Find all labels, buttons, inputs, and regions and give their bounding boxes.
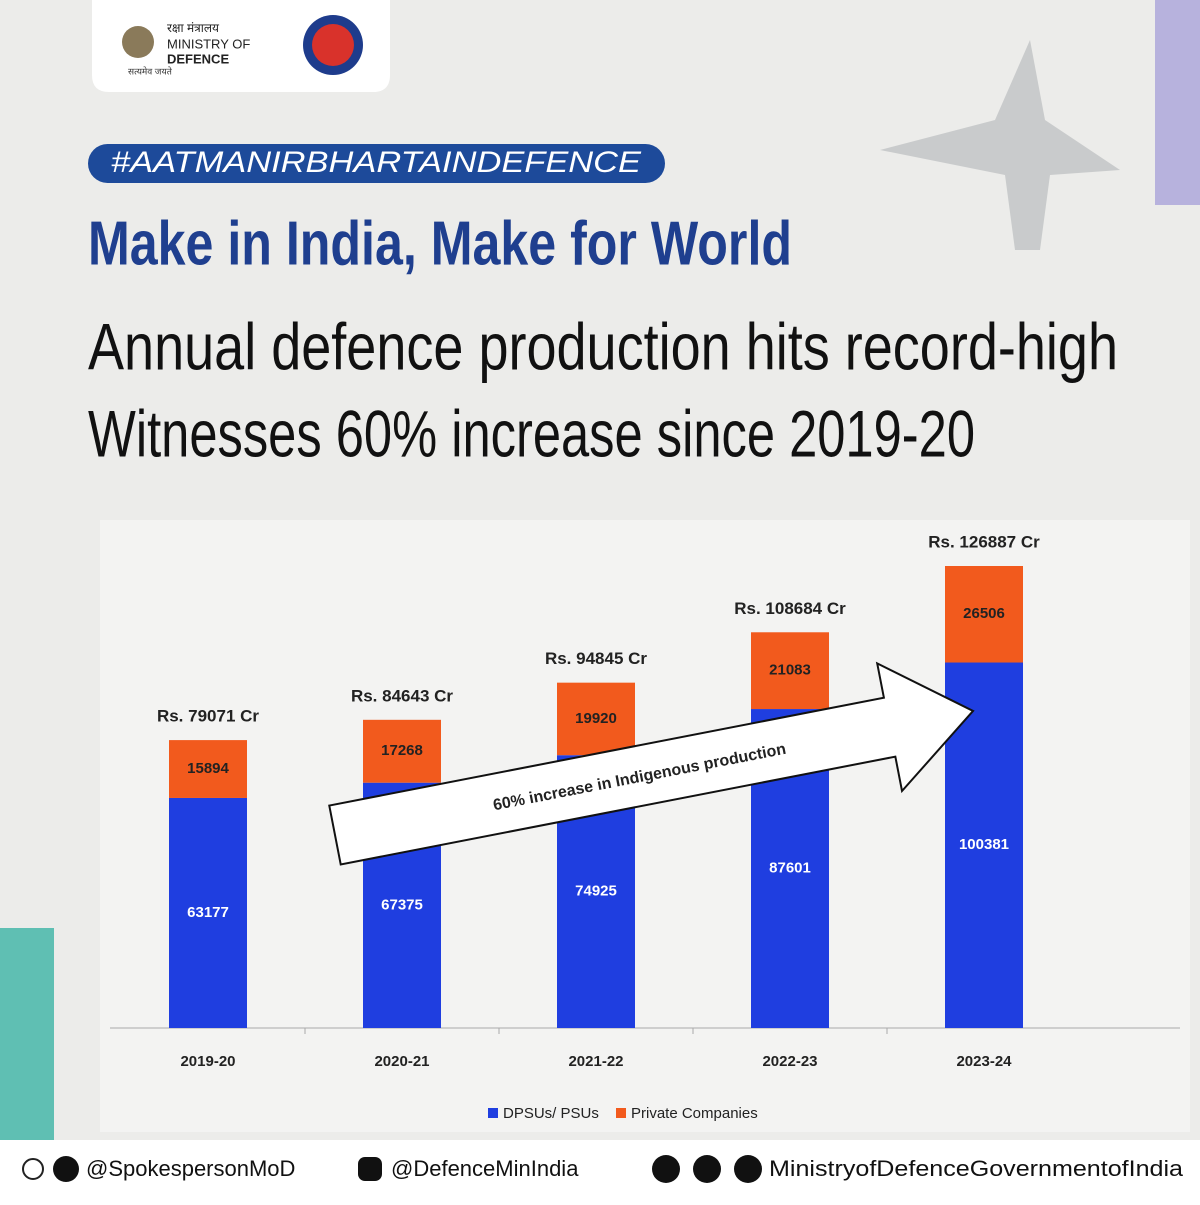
header-hindi: रक्षा मंत्रालय <box>167 21 220 35</box>
x-tick-label: 2019-20 <box>180 1053 235 1070</box>
icon <box>652 1155 680 1183</box>
legend-swatch <box>616 1108 626 1118</box>
hashtag-pill <box>88 144 665 183</box>
handle: @SpokespersonMoD <box>86 1156 295 1181</box>
data-label: 67375 <box>381 896 423 913</box>
legend-swatch <box>488 1108 498 1118</box>
bar-segment <box>751 632 829 710</box>
total-label: Rs. 94845 Cr <box>545 649 647 668</box>
header-ministry: MINISTRY OF <box>167 36 250 51</box>
total-label: Rs. 126887 Cr <box>928 532 1040 551</box>
data-label: 100381 <box>959 836 1009 853</box>
x-tick-label: 2021-22 <box>568 1053 623 1070</box>
hashtag: #AATMANIRBHARTAINDEFENCE <box>111 146 642 179</box>
logo <box>312 24 354 66</box>
accent-strip <box>0 928 54 1140</box>
subtitle: Annual defence production hits record-hi… <box>88 309 1118 383</box>
subtitle: Witnesses 60% increase since 2019-20 <box>88 396 975 470</box>
bar-segment <box>945 566 1023 663</box>
bar-segment <box>363 719 441 783</box>
headline: Make in India, Make for World <box>88 209 792 278</box>
handle: MinistryofDefenceGovernmentofIndia <box>769 1156 1184 1181</box>
motto: सत्यमेव जयते <box>128 65 173 76</box>
total-label: Rs. 84643 Cr <box>351 686 453 705</box>
bar-segment <box>169 797 247 1028</box>
x-tick-label: 2023-24 <box>956 1053 1012 1070</box>
x-tick-label: 2020-21 <box>374 1053 429 1070</box>
emblem <box>122 26 154 58</box>
data-label: 87601 <box>769 859 811 876</box>
data-label: 21083 <box>769 662 811 679</box>
annotation: 60% increase in Indigenous production <box>328 661 975 866</box>
data-label: 63177 <box>187 904 229 921</box>
header-defence: DEFENCE <box>167 51 229 66</box>
annotation-arrow: 60% increase in Indigenous production <box>328 661 975 866</box>
icon <box>22 1158 44 1180</box>
data-label: 74925 <box>575 883 617 900</box>
data-label: 19920 <box>575 710 617 727</box>
legend-label: DPSUs/ PSUs <box>503 1105 599 1122</box>
data-label: 15894 <box>187 760 229 777</box>
data-label: 26506 <box>963 605 1005 622</box>
icon <box>734 1155 762 1183</box>
legend-label: Private Companies <box>631 1105 758 1122</box>
accent-strip <box>1155 0 1200 205</box>
x-tick-label: 2022-23 <box>762 1053 817 1070</box>
jet-silhouette <box>880 40 1120 250</box>
chart-panel <box>100 520 1190 1132</box>
bar-segment <box>557 682 635 756</box>
arrow-shape <box>328 661 975 866</box>
data-label: 17268 <box>381 742 423 759</box>
icon <box>693 1155 721 1183</box>
icon <box>53 1156 79 1182</box>
icon <box>358 1157 382 1181</box>
chart: 63177 15894 Rs. 79071 Cr 2019-20 67375 17268 R… <box>100 520 1190 1132</box>
total-label: Rs. 79071 Cr <box>157 707 259 726</box>
bar-segment <box>169 740 247 798</box>
handle: @DefenceMinIndia <box>391 1156 579 1181</box>
total-label: Rs. 108684 Cr <box>734 599 846 618</box>
footer-bar <box>0 1140 1200 1200</box>
